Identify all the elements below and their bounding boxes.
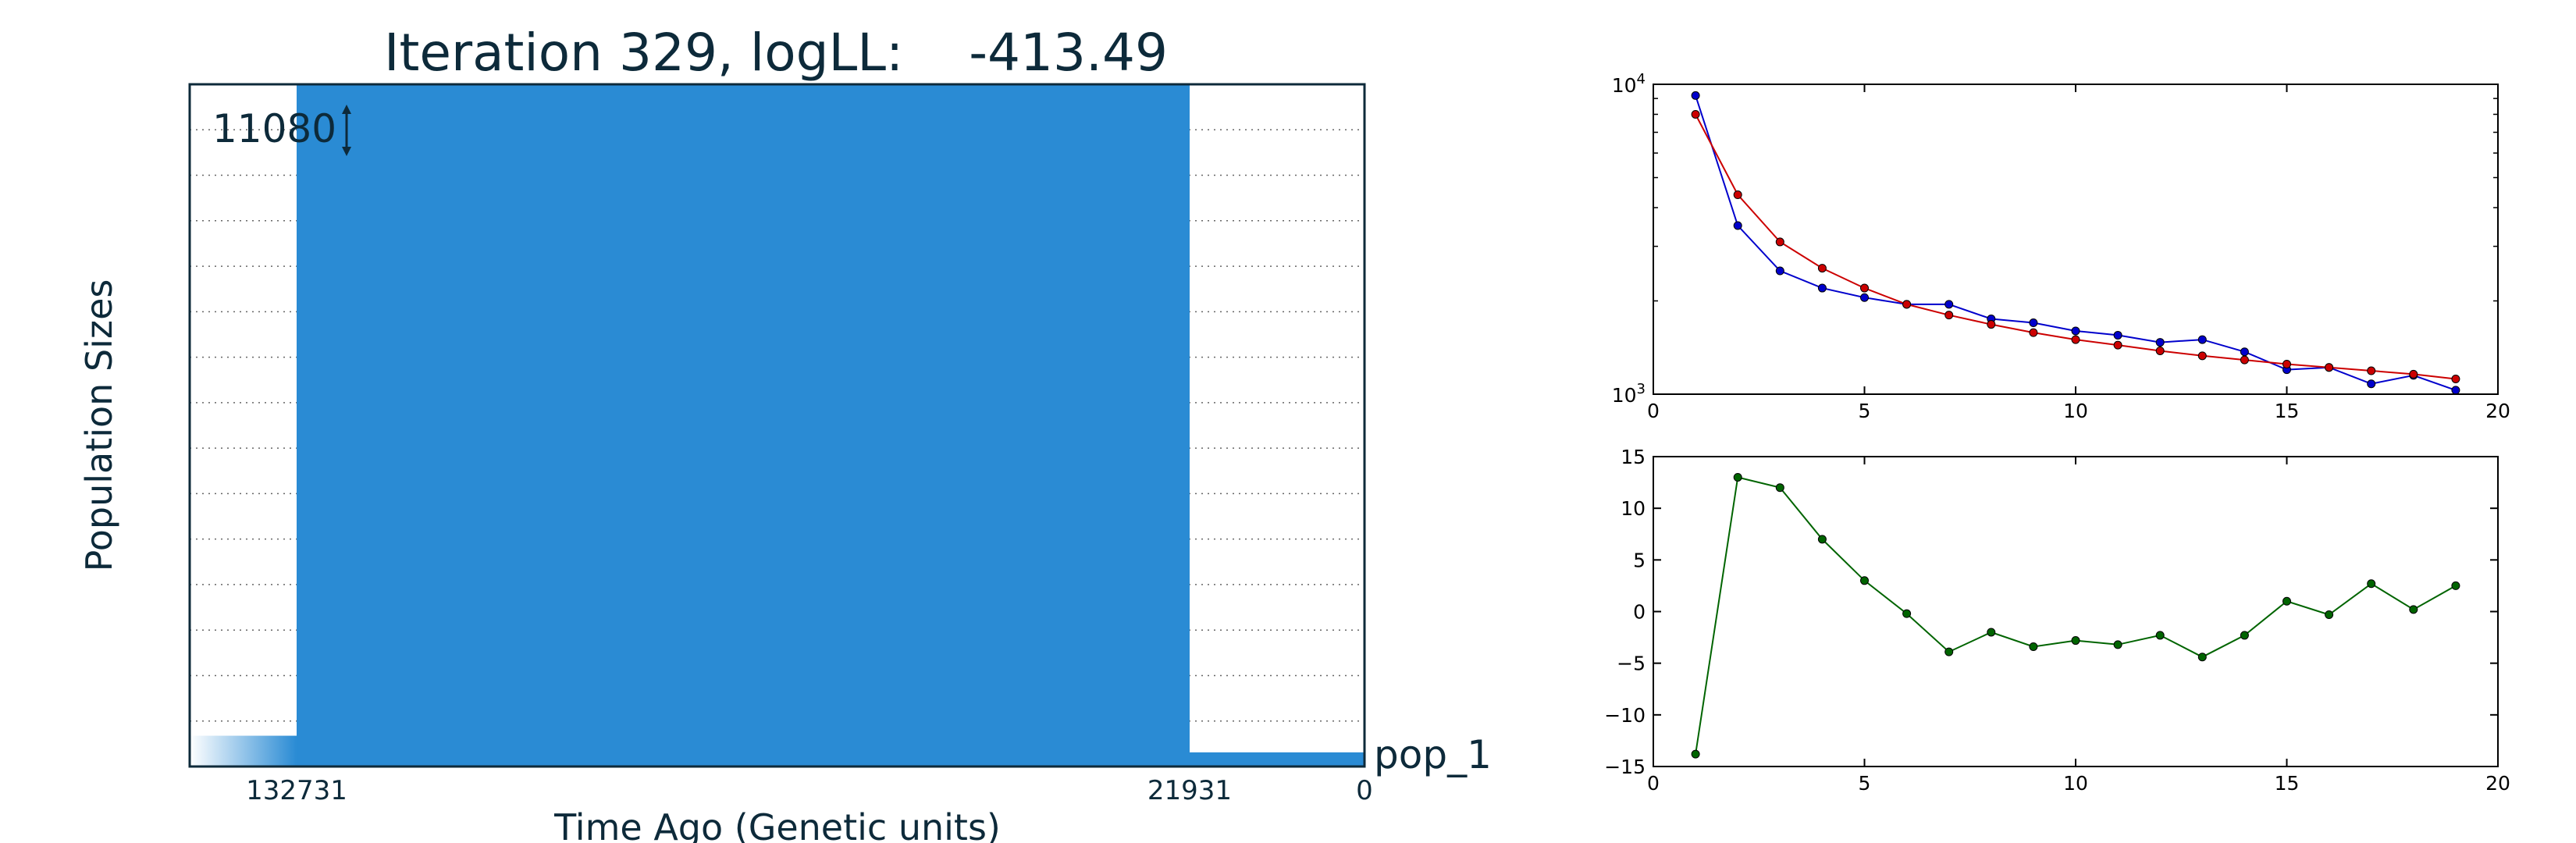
data-point bbox=[2197, 653, 2207, 662]
size-scale-label: 11080 bbox=[212, 106, 336, 151]
data-point bbox=[2367, 366, 2376, 375]
data-point bbox=[2113, 330, 2122, 340]
data-point bbox=[2155, 631, 2165, 640]
data-point bbox=[1691, 91, 1700, 100]
data-point bbox=[2071, 326, 2080, 336]
data-point bbox=[2155, 346, 2165, 355]
y-axis-label: Population Sizes bbox=[78, 279, 120, 572]
data-point bbox=[2451, 386, 2460, 395]
data-point bbox=[1817, 264, 1827, 273]
y-tick-label: 104 bbox=[1612, 71, 1646, 97]
y-tick-label: 10 bbox=[1621, 497, 1646, 520]
data-point bbox=[2325, 363, 2334, 372]
data-point bbox=[2325, 610, 2334, 619]
data-point bbox=[2029, 328, 2038, 337]
population-label: pop_1 bbox=[1374, 732, 1492, 777]
y-tick-label: −15 bbox=[1604, 756, 1646, 778]
data-point bbox=[2197, 335, 2207, 344]
x-tick-label: 15 bbox=[2275, 772, 2300, 795]
axis-ticks: 0 5 10 15 20 −15 −10 −5 0 5 10 15 bbox=[1604, 446, 2510, 795]
data-point bbox=[1733, 472, 1742, 482]
data-point bbox=[2367, 579, 2376, 589]
data-point bbox=[1944, 300, 1954, 309]
epoch-block bbox=[297, 84, 1190, 767]
data-point bbox=[1987, 628, 1996, 637]
data-point bbox=[1733, 221, 1742, 230]
epoch-blocks bbox=[190, 84, 1364, 767]
data-point bbox=[2409, 369, 2418, 379]
x-tick-label: 10 bbox=[2063, 772, 2088, 795]
data-point bbox=[2155, 338, 2165, 347]
data-point bbox=[2451, 581, 2460, 590]
data-point bbox=[1775, 237, 1784, 247]
difference-line-chart: 0 5 10 15 20 −15 −10 −5 0 5 10 15 bbox=[1604, 446, 2510, 795]
data-point bbox=[1860, 283, 1869, 293]
data-point bbox=[1691, 109, 1700, 119]
data-point bbox=[1944, 311, 1954, 320]
x-tick-label: 10 bbox=[2063, 400, 2088, 422]
data-point bbox=[2071, 636, 2080, 646]
series-line bbox=[1695, 95, 2457, 391]
y-tick-label: 15 bbox=[1621, 446, 1646, 468]
x-tick-label: 20 bbox=[2485, 772, 2510, 795]
plot-frame bbox=[188, 83, 1366, 768]
data-point bbox=[2071, 335, 2080, 344]
y-tick-label: 5 bbox=[1633, 549, 1646, 571]
data-point bbox=[1775, 266, 1784, 276]
data-point bbox=[2113, 640, 2122, 649]
x-tick-label: 0 bbox=[1647, 772, 1660, 795]
data-point bbox=[2240, 347, 2249, 357]
x-tick-label: 20 bbox=[2485, 400, 2510, 422]
data-point bbox=[2113, 340, 2122, 350]
data-point bbox=[1944, 647, 1954, 656]
chart-marks bbox=[1691, 91, 2460, 395]
data-point bbox=[2029, 642, 2038, 651]
x-axis-label: Time Ago (Genetic units) bbox=[553, 806, 1001, 843]
log-scale-line-chart: 0 5 10 15 20 103 104 bbox=[1612, 71, 2510, 422]
y-tick-label: 103 bbox=[1612, 381, 1646, 407]
y-tick-label: 0 bbox=[1633, 601, 1646, 624]
data-point bbox=[1817, 283, 1827, 293]
chart-marks bbox=[1691, 472, 2460, 759]
data-point bbox=[2451, 374, 2460, 383]
data-point bbox=[1691, 749, 1700, 759]
plot-frame bbox=[1653, 456, 2499, 767]
data-point bbox=[2029, 318, 2038, 328]
data-point bbox=[2282, 360, 2291, 369]
x-tick-label: 0 bbox=[1647, 400, 1660, 422]
x-tick-label: 0 bbox=[1356, 775, 1373, 806]
data-point bbox=[1902, 300, 1912, 309]
axis-ticks: 0 5 10 15 20 103 104 bbox=[1612, 71, 2510, 422]
x-tick-label: 21931 bbox=[1147, 775, 1232, 806]
y-tick-label: −10 bbox=[1604, 704, 1646, 727]
data-point bbox=[2240, 631, 2249, 640]
data-point bbox=[1902, 609, 1912, 618]
x-tick-label: 15 bbox=[2275, 400, 2300, 422]
chart-title: Iteration 329, logLL: -413.49 bbox=[384, 23, 1168, 83]
data-point bbox=[2240, 355, 2249, 365]
population-chart: Iteration 329, logLL: -413.49 11080 pop_… bbox=[78, 23, 1492, 843]
x-tick-label: 132731 bbox=[246, 775, 347, 806]
data-point bbox=[2197, 351, 2207, 361]
data-point bbox=[1860, 293, 1869, 302]
series-line bbox=[1695, 476, 2457, 755]
data-point bbox=[1817, 535, 1827, 544]
data-point bbox=[2409, 605, 2418, 614]
epoch-block bbox=[1190, 752, 1364, 767]
data-point bbox=[2282, 596, 2291, 606]
data-point bbox=[1860, 576, 1869, 585]
x-tick-label: 5 bbox=[1859, 400, 1871, 422]
x-tick-label: 5 bbox=[1859, 772, 1871, 795]
data-point bbox=[1733, 190, 1742, 200]
data-point bbox=[1987, 320, 1996, 329]
data-point bbox=[2367, 379, 2376, 389]
y-tick-label: −5 bbox=[1617, 653, 1646, 675]
size-scale-arrow bbox=[342, 105, 351, 156]
ancestral-epoch-block bbox=[190, 735, 297, 767]
data-point bbox=[1775, 483, 1784, 493]
